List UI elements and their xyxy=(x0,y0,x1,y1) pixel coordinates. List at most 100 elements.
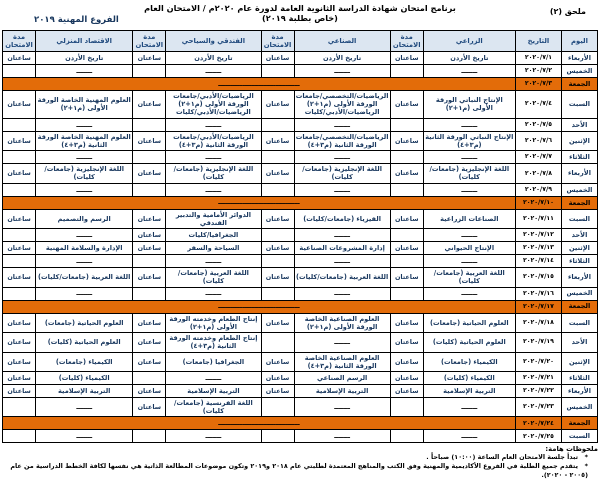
subject-cell: ـــــــ xyxy=(422,182,516,197)
duration-cell: ساعتان xyxy=(132,241,167,256)
subject-cell: الكيمياء (كليات) xyxy=(422,370,516,385)
note-text: يتقدم جميع الطلبة في الفروع الأكاديمية و… xyxy=(10,462,588,479)
date-cell: ٢٠٢٠/٧/١٦ xyxy=(514,286,562,301)
exam-day-row: الأربعاء ٢٠٢٠/٧/٨ اللغة الإنجليزية (جامعات… xyxy=(1,163,599,184)
duration-cell: ساعتان xyxy=(132,90,167,119)
appendix-label: ملحق (٢) xyxy=(549,7,586,16)
duration-cell: ساعتان xyxy=(389,267,424,288)
day-cell: الثلاثاء xyxy=(560,150,599,165)
duration-cell xyxy=(260,429,295,444)
subject-cell: إنتاج الطعام وخدمته الورقة الثانية (م٣+٤… xyxy=(165,332,262,353)
day-cell: الأحد xyxy=(560,332,599,353)
exam-day-row: الأحد ٢٠٢٠/٧/١٢ ـــــــ ـــــــ الجغرافيا/كل… xyxy=(1,228,599,243)
duration-cell xyxy=(389,286,424,301)
duration-cell: ساعتان xyxy=(260,163,295,184)
subject-cell: الرسم الصناعي xyxy=(293,370,391,385)
duration-cell: ساعتان xyxy=(1,351,37,372)
duration-cell: ساعتان xyxy=(260,51,295,65)
subject-cell: ـــــــ xyxy=(422,117,516,132)
day-cell: الأحد xyxy=(560,117,599,132)
date-cell: ٢٠٢٠/٧/٢٠ xyxy=(514,351,562,372)
subject-cell: تاريخ الأردن xyxy=(293,51,391,65)
subject-cell: اللغة العربية (جامعات/كليات) xyxy=(35,267,134,288)
duration-cell: ساعتان xyxy=(389,383,424,398)
day-cell: السبت xyxy=(560,312,599,334)
subject-cell: ـــــــ xyxy=(422,254,516,269)
subject-cell: ـــــــ xyxy=(293,286,391,301)
column-header: مدة الامتحان xyxy=(1,30,37,52)
duration-cell xyxy=(132,150,167,165)
duration-cell: ساعتان xyxy=(389,130,424,152)
subject-cell: إنتاج الطعام وخدمته الورقة الأولى (م١+٢) xyxy=(165,312,262,334)
duration-cell: ساعتان xyxy=(1,383,37,398)
subject-cell: الإنتاج الحيواني xyxy=(422,241,516,256)
subject-cell: العلوم الحياتية (جامعات) xyxy=(35,312,134,334)
subject-cell: الجغرافيا (جامعات) xyxy=(165,351,262,372)
date-cell: ٢٠٢٠/٧/١١ xyxy=(514,208,562,230)
duration-cell: ساعتان xyxy=(1,208,37,230)
subject-cell: ـــــــ xyxy=(35,182,134,197)
subject-cell: ـــــــ xyxy=(165,429,262,444)
duration-cell: ساعتان xyxy=(132,228,167,243)
subject-cell: ـــــــ xyxy=(293,332,391,353)
duration-cell: ساعتان xyxy=(1,312,37,334)
duration-cell: ساعتان xyxy=(132,396,167,418)
subject-cell: ـــــــ xyxy=(422,286,516,301)
exam-day-row: السبت ٢٠٢٠/٧/٢٥ ـــــــ ـــــــ ـــــــ ـــــ… xyxy=(1,429,599,444)
subject-cell: العلوم المهنية الخاصة الورقة الثانية (م٣… xyxy=(35,130,134,152)
holiday-row: الجمعة ٢٠٢٠/٧/١٠ ـــــــــــــــــــــــــ… xyxy=(2,195,599,210)
duration-cell xyxy=(1,117,37,132)
subject-cell: العلوم الحياتية (جامعات) xyxy=(422,312,516,334)
exam-day-row: الأربعاء ٢٠٢٠/٧/١ تاريخ الأردن ساعتان تاريخ … xyxy=(1,51,599,65)
duration-cell xyxy=(1,254,37,269)
holiday-span-cell: ــــــــــــــــــــــــــــــــــ xyxy=(2,195,516,210)
bullet-icon: * xyxy=(584,462,588,471)
duration-cell xyxy=(389,150,424,165)
table-body: الأربعاء ٢٠٢٠/٧/١ تاريخ الأردن ساعتان تاريخ … xyxy=(1,51,599,444)
duration-cell xyxy=(1,182,37,197)
subject-cell: العلوم الحياتية (كليات) xyxy=(422,332,516,353)
subject-cell: ـــــــ xyxy=(165,117,262,132)
duration-cell xyxy=(1,150,37,165)
duration-cell: ساعتان xyxy=(1,51,37,65)
day-cell: الجمعة xyxy=(560,77,599,91)
subject-cell: ـــــــ xyxy=(35,228,134,243)
page-title-line2: (خاص بطلبة ٢٠١٩) xyxy=(262,13,338,24)
duration-cell xyxy=(389,182,424,197)
exam-day-row: الخميس ٢٠٢٠/٧/٢ ـــــــ ـــــــ ـــــــ ـــــ… xyxy=(1,64,599,78)
duration-cell: ساعتان xyxy=(1,332,37,353)
duration-cell: ساعتان xyxy=(389,163,424,184)
subject-cell: التربية الإسلامية xyxy=(422,383,516,398)
duration-cell xyxy=(260,228,295,243)
exam-day-row: الخميس ٢٠٢٠/٧/١٦ ـــــــ ـــــــ ـــــــ ــــ… xyxy=(1,286,599,301)
date-cell: ٢٠٢٠/٧/٨ xyxy=(514,163,562,184)
subject-cell: ـــــــ xyxy=(293,150,391,165)
duration-cell xyxy=(260,150,295,165)
subject-cell: تاريخ الأردن xyxy=(165,51,262,65)
date-cell: ٢٠٢٠/٧/١٧ xyxy=(514,299,562,314)
duration-cell xyxy=(260,254,295,269)
holiday-span-cell: ــــــــــــــــــــــــــــــــــ xyxy=(2,299,516,314)
duration-cell xyxy=(1,228,37,243)
column-header: الاقتصاد المنزلي xyxy=(35,30,134,52)
duration-cell: ساعتان xyxy=(260,370,295,385)
date-cell: ٢٠٢٠/٧/١٨ xyxy=(514,312,562,334)
note-item: *يتقدم جميع الطلبة في الفروع الأكاديمية … xyxy=(2,462,598,479)
date-cell: ٢٠٢٠/٧/١٣ xyxy=(514,241,562,256)
duration-cell: ساعتان xyxy=(132,130,167,152)
day-cell: الخميس xyxy=(560,64,599,78)
subject-cell: اللغة العربية (جامعات/كليات) xyxy=(165,267,262,288)
day-cell: الثلاثاء xyxy=(560,370,599,385)
duration-cell: ساعتان xyxy=(389,51,424,65)
subject-cell: ـــــــ xyxy=(422,429,516,444)
day-cell: الإثنين xyxy=(560,351,599,372)
column-header: مدة الامتحان xyxy=(389,30,424,52)
holiday-span-cell: ــــــــــــــــــــــــــــــــــ xyxy=(2,77,516,91)
duration-cell xyxy=(389,254,424,269)
duration-cell: ساعتان xyxy=(1,90,37,119)
column-header: مدة الامتحان xyxy=(260,30,295,52)
column-header: اليوم xyxy=(560,30,599,52)
duration-cell xyxy=(1,286,37,301)
subject-cell: الكيمياء (جامعات) xyxy=(422,351,516,372)
day-cell: الأربعاء xyxy=(560,383,599,398)
